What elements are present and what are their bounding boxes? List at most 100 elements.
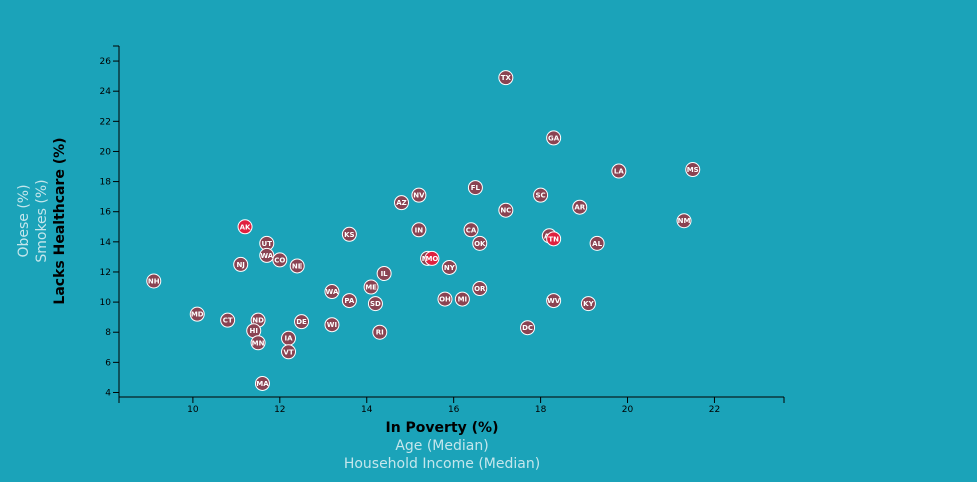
state-point[interactable]: NH <box>146 273 162 289</box>
state-point[interactable]: MA <box>254 375 270 391</box>
state-marker[interactable] <box>146 273 162 289</box>
x-axis-label-income[interactable]: Household Income (Median) <box>344 456 540 472</box>
x-axis-label-poverty[interactable]: In Poverty (%) <box>386 420 499 436</box>
state-point[interactable]: AK <box>237 219 253 235</box>
state-point[interactable]: CA <box>463 222 479 238</box>
state-marker[interactable] <box>367 296 383 312</box>
state-marker[interactable] <box>463 222 479 238</box>
state-marker[interactable] <box>589 235 605 251</box>
state-point[interactable]: MS <box>685 162 701 178</box>
state-marker[interactable] <box>546 293 562 309</box>
state-marker[interactable] <box>546 130 562 146</box>
y-axis-label-healthcare[interactable]: Lacks Healthcare (%) <box>52 137 68 304</box>
state-marker[interactable] <box>437 291 453 307</box>
state-point[interactable]: NE <box>289 258 305 274</box>
state-marker[interactable] <box>467 180 483 196</box>
state-abbr-label: AR <box>574 204 585 212</box>
state-point[interactable]: TX <box>498 70 514 86</box>
state-marker[interactable] <box>254 375 270 391</box>
state-point[interactable]: VT <box>281 344 297 360</box>
state-marker[interactable] <box>424 250 440 266</box>
state-marker[interactable] <box>272 252 288 268</box>
state-marker[interactable] <box>363 279 379 295</box>
state-marker[interactable] <box>580 296 596 312</box>
state-marker[interactable] <box>520 320 536 336</box>
state-point[interactable]: GA <box>546 130 562 146</box>
state-point[interactable]: CO <box>272 252 288 268</box>
state-marker[interactable] <box>372 324 388 340</box>
state-point[interactable]: NJ <box>233 256 249 272</box>
state-point[interactable]: IA <box>281 330 297 346</box>
state-point[interactable]: DE <box>294 314 310 330</box>
state-marker[interactable] <box>411 222 427 238</box>
state-point[interactable]: MN <box>250 335 266 351</box>
state-marker[interactable] <box>259 247 275 263</box>
state-abbr-label: WI <box>327 321 337 329</box>
state-marker[interactable] <box>324 284 340 300</box>
state-point[interactable]: NC <box>498 202 514 218</box>
y-axis-label-smokes[interactable]: Smokes (%) <box>34 179 50 262</box>
state-marker[interactable] <box>533 187 549 203</box>
state-point[interactable]: WA <box>259 247 275 263</box>
state-marker[interactable] <box>289 258 305 274</box>
state-marker[interactable] <box>394 195 410 211</box>
state-point[interactable]: WA <box>324 284 340 300</box>
state-marker[interactable] <box>324 317 340 333</box>
state-point[interactable]: FL <box>467 180 483 196</box>
state-marker[interactable] <box>685 162 701 178</box>
state-marker[interactable] <box>281 344 297 360</box>
state-point[interactable]: AZ <box>394 195 410 211</box>
state-marker[interactable] <box>441 259 457 275</box>
state-point[interactable]: KY <box>580 296 596 312</box>
state-marker[interactable] <box>454 291 470 307</box>
state-point[interactable]: SD <box>367 296 383 312</box>
state-point[interactable]: MO <box>424 250 440 266</box>
state-marker[interactable] <box>498 202 514 218</box>
state-point[interactable]: OK <box>472 235 488 251</box>
state-point[interactable]: PA <box>341 293 357 309</box>
state-point[interactable]: IN <box>411 222 427 238</box>
y-tick-label: 12 <box>100 268 111 278</box>
state-point[interactable]: CT <box>220 312 236 328</box>
state-point[interactable]: NM <box>676 213 692 229</box>
state-point[interactable]: OH <box>437 291 453 307</box>
y-axis-label-obese[interactable]: Obese (%) <box>16 184 32 257</box>
state-point[interactable]: AR <box>572 199 588 215</box>
state-marker[interactable] <box>233 256 249 272</box>
y-tick-label: 10 <box>100 298 112 308</box>
state-point[interactable]: MD <box>189 306 205 322</box>
state-marker[interactable] <box>498 70 514 86</box>
state-point[interactable]: SC <box>533 187 549 203</box>
state-marker[interactable] <box>572 199 588 215</box>
state-point[interactable]: RI <box>372 324 388 340</box>
state-point[interactable]: AL <box>589 235 605 251</box>
state-marker[interactable] <box>546 231 562 247</box>
state-marker[interactable] <box>472 281 488 297</box>
state-point[interactable]: DC <box>520 320 536 336</box>
state-abbr-label: OH <box>439 296 451 304</box>
state-point[interactable]: TN <box>546 231 562 247</box>
x-axis-label-age[interactable]: Age (Median) <box>395 438 488 454</box>
state-marker[interactable] <box>341 226 357 242</box>
state-point[interactable]: LA <box>611 163 627 179</box>
state-point[interactable]: NY <box>441 259 457 275</box>
state-marker[interactable] <box>341 293 357 309</box>
state-marker[interactable] <box>676 213 692 229</box>
state-point[interactable]: WI <box>324 317 340 333</box>
state-marker[interactable] <box>376 265 392 281</box>
state-point[interactable]: OR <box>472 281 488 297</box>
state-marker[interactable] <box>220 312 236 328</box>
state-marker[interactable] <box>250 335 266 351</box>
state-point[interactable]: WV <box>546 293 562 309</box>
state-point[interactable]: IL <box>376 265 392 281</box>
state-marker[interactable] <box>472 235 488 251</box>
state-point[interactable]: NV <box>411 187 427 203</box>
state-marker[interactable] <box>611 163 627 179</box>
state-marker[interactable] <box>189 306 205 322</box>
state-marker[interactable] <box>237 219 253 235</box>
state-point[interactable]: MI <box>454 291 470 307</box>
state-point[interactable]: KS <box>341 226 357 242</box>
state-marker[interactable] <box>411 187 427 203</box>
state-point[interactable]: ME <box>363 279 379 295</box>
state-marker[interactable] <box>294 314 310 330</box>
